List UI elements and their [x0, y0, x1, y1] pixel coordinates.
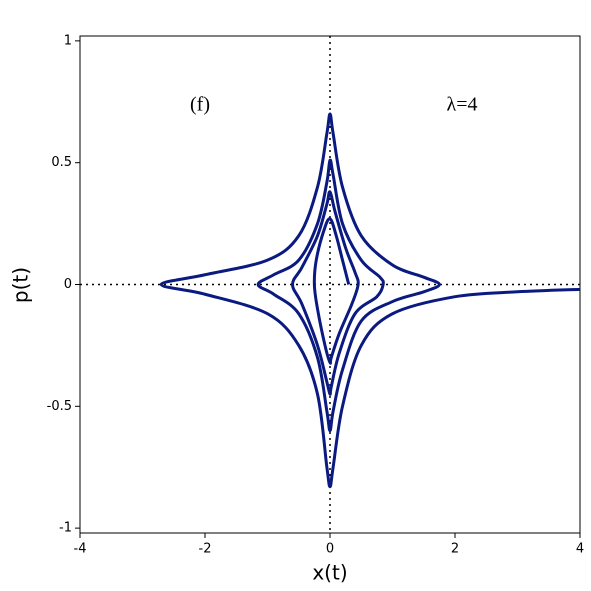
y-tick-label: 1: [64, 33, 72, 48]
trajectory: [159, 112, 581, 489]
y-tick-label: 0: [64, 277, 72, 292]
parameter-label: λ=4: [447, 94, 478, 116]
plot-frame: [79, 35, 581, 534]
y-axis-label: p(t): [9, 267, 33, 303]
x-axis-label: x(t): [312, 561, 347, 585]
x-tick-label: 0: [326, 542, 334, 557]
x-tick-label: -2: [199, 542, 212, 557]
y-tick-label: 0.5: [51, 155, 72, 170]
y-tick-label: -0.5: [47, 399, 72, 414]
x-tick-label: 2: [451, 542, 459, 557]
y-tick-label: -1: [59, 521, 72, 536]
panel-label: (f): [190, 94, 210, 116]
x-tick-label: -4: [74, 542, 87, 557]
x-tick-label: 4: [576, 542, 584, 557]
